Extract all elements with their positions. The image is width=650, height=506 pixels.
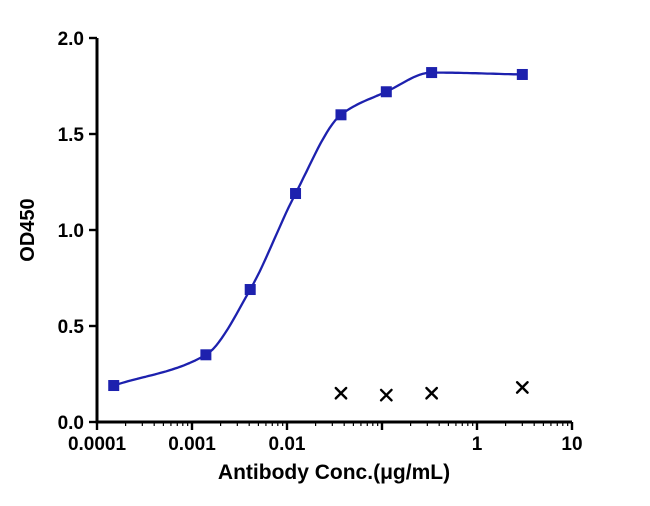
plot-layer: 0.0001 0.001 0.01 1 10 0.0 0.5 1.0 1.5 2.0 <box>58 29 583 455</box>
y-tick-label: 0.0 <box>58 413 84 434</box>
data-point-marker <box>200 349 212 361</box>
data-point-marker <box>516 68 528 80</box>
data-point-marker <box>335 109 347 121</box>
fit-curve <box>113 71 523 387</box>
axes <box>95 38 572 424</box>
x-tick-label: 1 <box>472 434 483 455</box>
control-marker <box>515 381 529 394</box>
x-tick-label: 0.0001 <box>68 434 127 455</box>
control-marker <box>425 386 439 400</box>
data-point-marker <box>108 380 120 392</box>
y-tick-label: 0.5 <box>58 317 85 338</box>
y-axis-label: OD450 <box>17 198 39 261</box>
x-tick-label: 0.01 <box>269 434 306 455</box>
data-point-marker <box>290 188 302 200</box>
control-marker <box>334 386 348 400</box>
y-tick-label: 2.0 <box>58 29 84 50</box>
y-tick-label: 1.0 <box>58 221 84 242</box>
y-tick-label: 1.5 <box>58 125 85 146</box>
control-marker <box>379 388 393 402</box>
x-tick-label: 0.001 <box>168 434 216 455</box>
x-axis-label: Antibody Conc.(μg/mL) <box>218 461 450 484</box>
data-point-marker <box>426 67 438 79</box>
data-point-marker <box>244 284 256 296</box>
x-tick-label: 10 <box>561 434 582 455</box>
data-point-marker <box>380 86 392 98</box>
